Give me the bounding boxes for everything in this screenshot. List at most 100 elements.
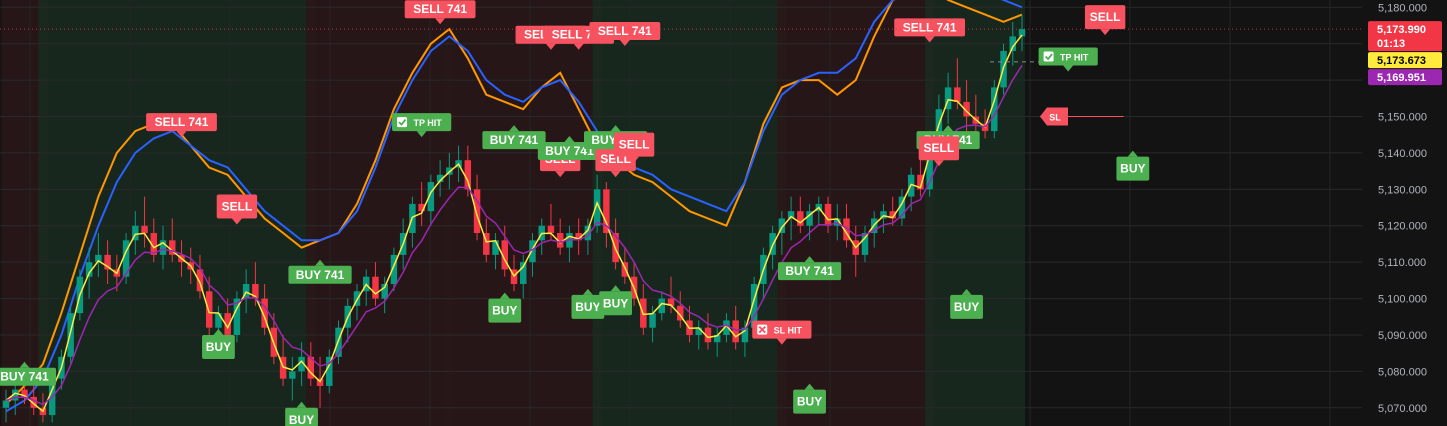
candle-body <box>898 196 906 219</box>
candle-body <box>824 203 832 226</box>
price-tag: 5,173.990 01:13 <box>1368 21 1442 52</box>
check-icon <box>397 117 408 128</box>
candle-body <box>1018 29 1026 37</box>
y-tick-label: 5,120.000 <box>1378 221 1427 233</box>
signal-box <box>392 113 452 132</box>
signal-pointer <box>943 125 954 132</box>
signal-pointer <box>610 125 621 132</box>
price-tag: 5,169.951 <box>1368 69 1442 86</box>
candle-body <box>261 298 268 328</box>
candle-body <box>150 233 158 255</box>
stop-loss-tag: SL <box>1040 107 1124 126</box>
candle-body <box>575 233 582 241</box>
candle-body <box>21 389 28 397</box>
candle-body <box>723 320 730 335</box>
signal-pointer <box>509 125 519 132</box>
signal-pointer <box>804 256 815 263</box>
candle-body <box>741 327 749 343</box>
signal-box <box>589 22 661 41</box>
candle-body <box>704 327 712 343</box>
candle-body <box>667 298 675 306</box>
signal-box <box>777 262 842 281</box>
candle-body <box>834 218 841 226</box>
candle-body <box>381 284 388 299</box>
candle-body <box>695 327 702 335</box>
signal-box <box>793 389 826 414</box>
candle-body <box>778 218 786 234</box>
signal-box <box>918 136 960 161</box>
price-tag-box <box>1368 69 1442 86</box>
signal-label: SELL <box>222 199 253 213</box>
sell-signal: SELL <box>216 194 258 225</box>
check-mark <box>398 119 407 126</box>
candle-body <box>298 356 305 372</box>
candle-body <box>843 218 850 241</box>
signal-pointer <box>961 288 972 295</box>
buy-signal: BUY <box>950 288 983 319</box>
trend-zone <box>38 0 316 426</box>
candle-body <box>436 174 444 183</box>
buy-signal: BUY <box>1116 150 1150 181</box>
candle-body <box>658 298 666 314</box>
signal-label: SELL <box>1090 10 1121 24</box>
y-tick-label: 5,140.000 <box>1378 148 1427 160</box>
signal-pointer <box>545 43 556 50</box>
trend-zone <box>306 0 454 426</box>
signal-box <box>288 265 352 284</box>
sell-signal: SELL <box>613 132 655 163</box>
signal-pointer <box>933 160 944 167</box>
y-tick-label: 5,090.000 <box>1378 330 1427 342</box>
candle-body <box>289 371 296 379</box>
candle-body <box>917 174 924 190</box>
buy-signal: BUY 741 <box>0 361 57 386</box>
candle-body <box>732 320 739 343</box>
signal-label: BUY 741 <box>296 268 345 282</box>
candle-body <box>787 211 795 219</box>
sell-signal: SELL 741 <box>589 22 661 47</box>
candle-body <box>427 182 435 212</box>
candle-body <box>418 203 425 212</box>
signal-label: BUY 741 <box>545 144 594 158</box>
signal-pointer <box>610 285 621 292</box>
signal-box <box>285 407 318 426</box>
signal-pointer <box>19 361 30 368</box>
signal-label: BUY 741 <box>785 264 834 278</box>
candle-body <box>556 233 564 248</box>
signal-label: TP HIT <box>413 118 442 128</box>
price-tags: 5,173.990 01:13 5,173.673 5,169.951 <box>1368 21 1442 86</box>
candle-body <box>713 334 721 343</box>
candle-body <box>954 87 961 102</box>
buy-signal: BUY <box>793 383 826 414</box>
candle-body <box>95 254 102 263</box>
signal-box <box>202 334 235 359</box>
signal-box <box>488 298 522 323</box>
sell-signal: SELL <box>918 136 960 167</box>
candle-body <box>963 101 970 117</box>
slow-ma-line <box>5 64 1023 406</box>
signal-box <box>1038 47 1098 66</box>
candle-body <box>141 225 148 234</box>
signal-label: TP HIT <box>1060 53 1089 63</box>
cross-mark <box>758 325 766 334</box>
signal-label: BUY <box>603 296 628 310</box>
signal-label: BUY <box>492 304 517 318</box>
signal-box <box>894 18 966 37</box>
buy-signal: BUY <box>285 401 318 426</box>
signal-pointer <box>435 18 446 25</box>
signal-pointer <box>619 40 630 47</box>
signal-box <box>146 113 217 132</box>
candle-body <box>242 284 250 299</box>
stop-loss-label: SL <box>1049 113 1061 123</box>
candle-body <box>1009 36 1016 51</box>
y-tick-label: 5,110.000 <box>1378 257 1426 269</box>
signal-box <box>613 132 655 157</box>
signal-pointer <box>315 259 326 266</box>
signal-box <box>752 320 812 339</box>
candle-body <box>483 233 490 255</box>
candle-body <box>205 291 213 328</box>
signal-pointer <box>573 43 584 50</box>
signal-label: BUY 741 <box>0 370 49 384</box>
signal-label: BUY <box>575 300 600 314</box>
candle-body <box>307 356 315 379</box>
